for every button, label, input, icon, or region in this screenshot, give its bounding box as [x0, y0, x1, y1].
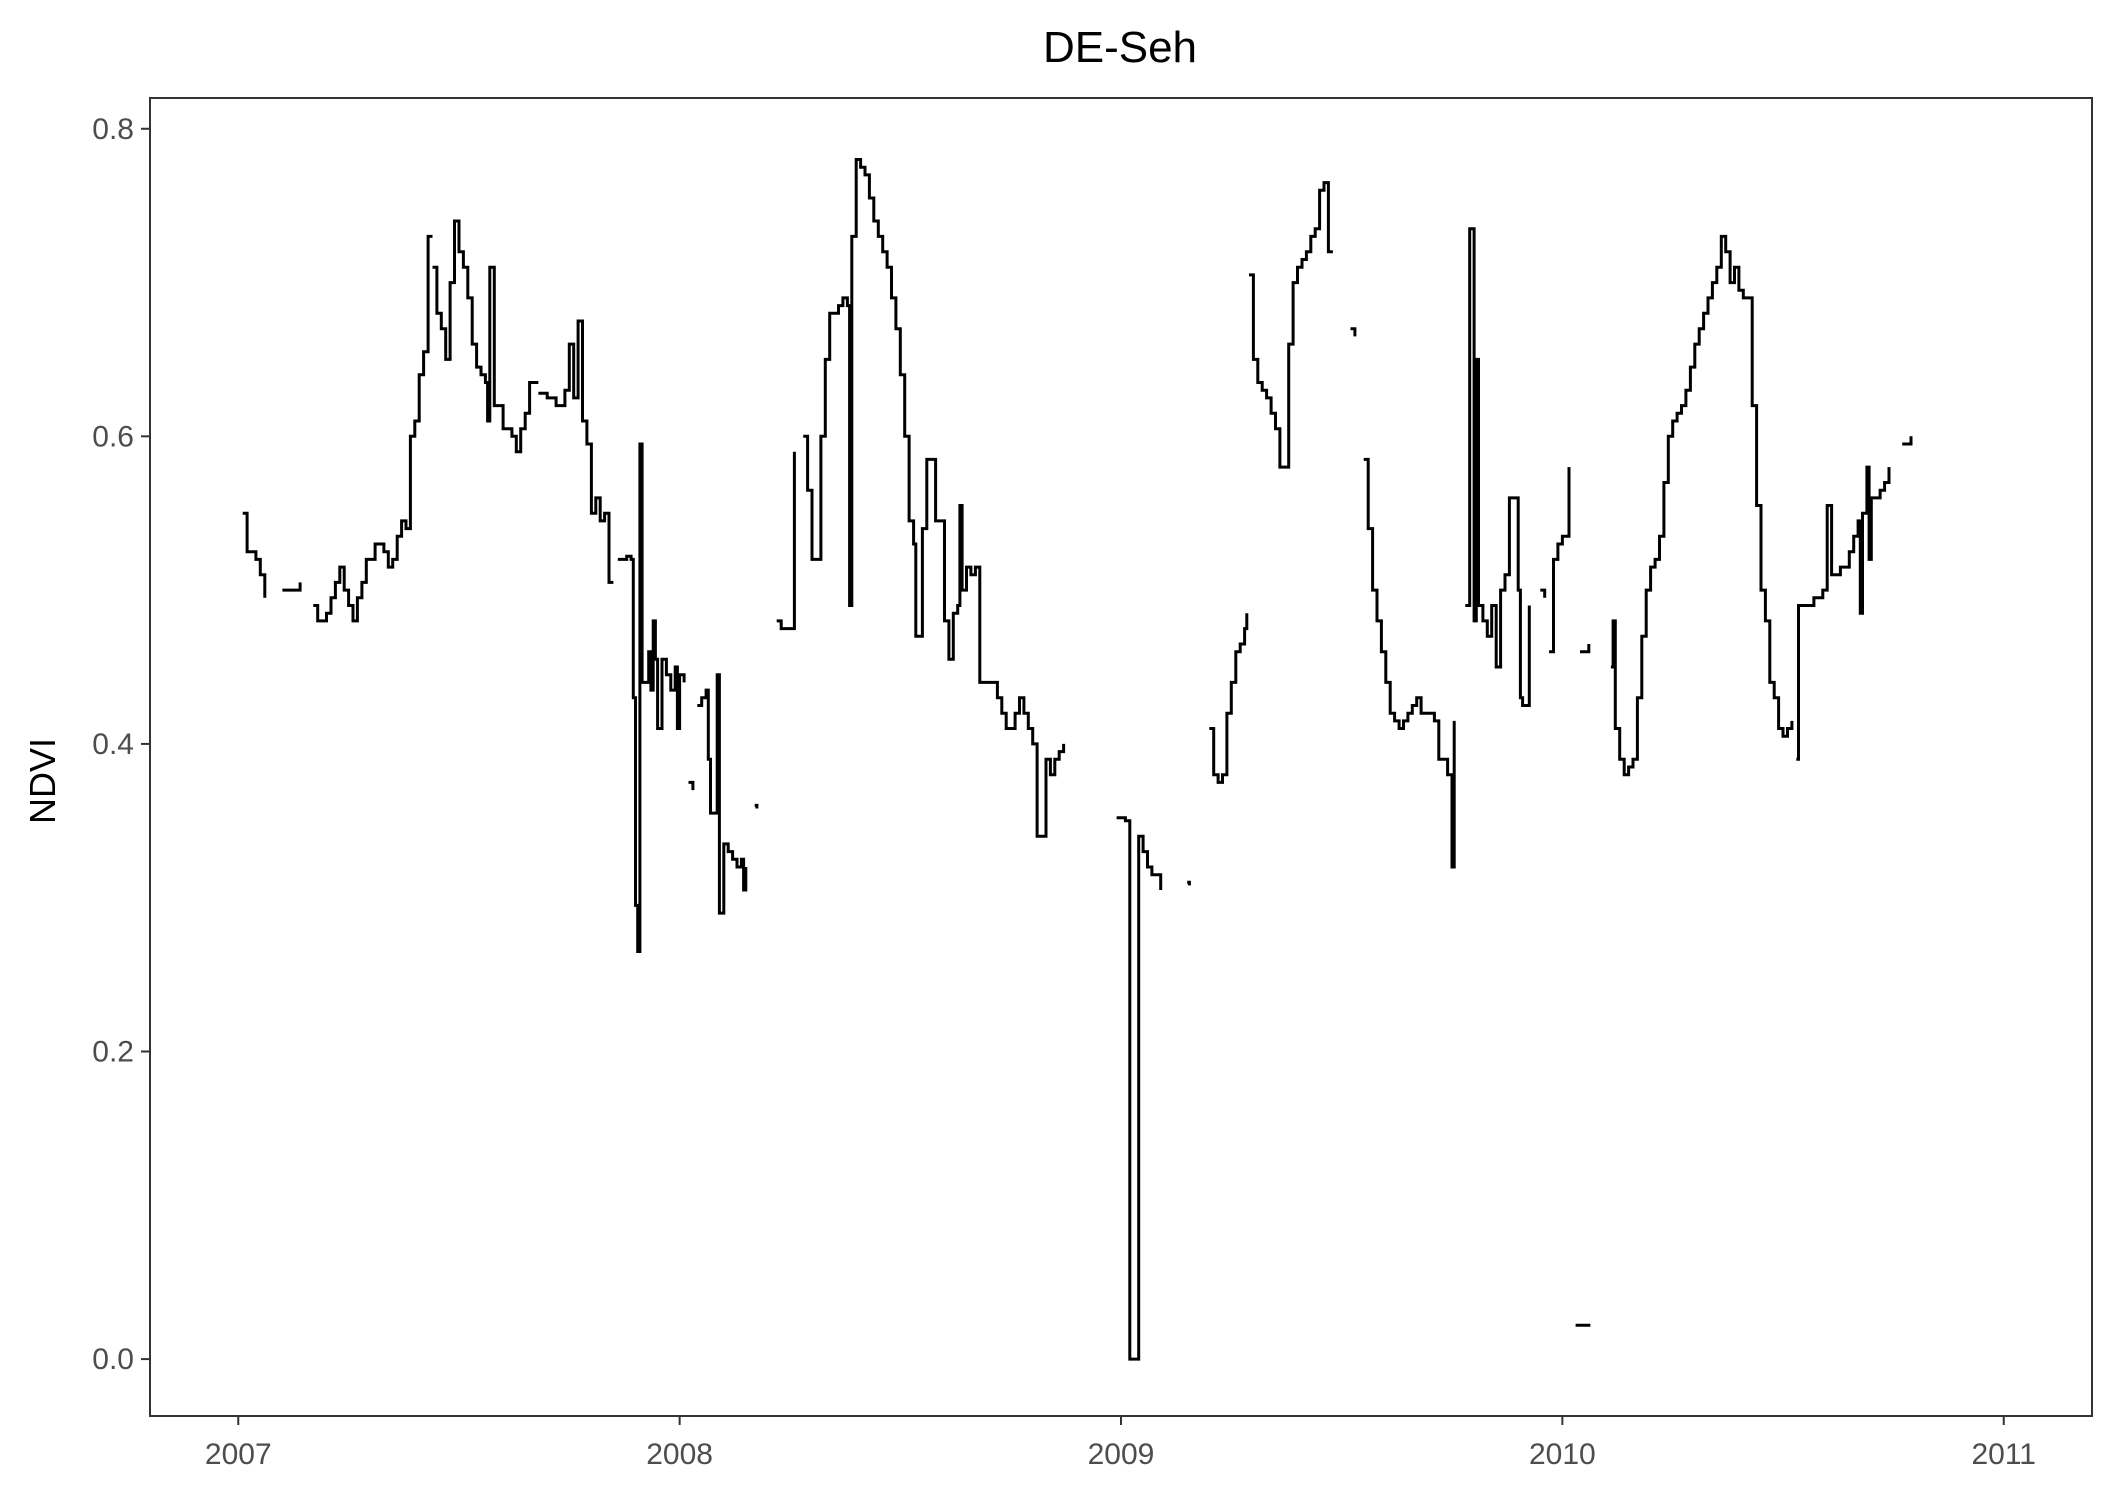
x-axis-ticks: 2007 2008 2009 2010 2011: [205, 1416, 2036, 1471]
ndvi-line-segment: [1350, 327, 1357, 337]
y-axis-title: NDVI: [22, 738, 63, 824]
y-tick-label: 0.0: [92, 1343, 134, 1376]
ndvi-line-segment: [1187, 880, 1191, 886]
ndvi-line-segment: [1575, 1323, 1591, 1327]
ndvi-line-segment: [697, 673, 748, 915]
ndvi-line-segment: [1902, 436, 1913, 446]
ndvi-line-segment: [617, 442, 686, 953]
plot-panel-border: [149, 97, 2093, 1417]
ndvi-line-segment: [538, 319, 614, 584]
ndvi-line-segment: [1580, 644, 1591, 654]
ndvi-line-segment: [1796, 465, 1891, 761]
ndvi-line-segment: [282, 582, 302, 592]
ndvi-line-segment: [776, 451, 796, 631]
x-tick-label: 2008: [646, 1438, 713, 1471]
x-tick-label: 2011: [1971, 1438, 2036, 1471]
x-tick-label: 2007: [205, 1438, 272, 1471]
ndvi-line-segment: [1363, 457, 1456, 869]
ndvi-line-segment: [1249, 181, 1333, 469]
ndvi-line-segment: [1540, 588, 1547, 598]
ndvi-line-segment: [754, 803, 759, 809]
ndvi-line-segment: [1610, 234, 1794, 777]
chart-title: DE-Seh: [1043, 23, 1197, 72]
ndvi-line-segment: [1116, 816, 1163, 1361]
y-axis-ticks: 0.0 0.2 0.4 0.6 0.8: [92, 113, 150, 1376]
y-tick-label: 0.2: [92, 1036, 134, 1069]
ndvi-line-segment: [1209, 613, 1249, 784]
y-tick-label: 0.8: [92, 113, 134, 146]
x-tick-label: 2010: [1529, 1438, 1596, 1471]
ndvi-line-segment: [688, 780, 695, 791]
y-tick-label: 0.4: [92, 728, 134, 761]
y-tick-label: 0.6: [92, 420, 134, 453]
ndvi-line-segment: [432, 219, 539, 454]
ndvi-series: [242, 158, 1913, 1361]
ndvi-line-segment: [242, 511, 267, 598]
ndvi-line-segment: [803, 158, 1066, 838]
ndvi-line-segment: [1549, 467, 1571, 654]
ndvi-line-segment: [1465, 227, 1531, 707]
x-tick-label: 2009: [1088, 1438, 1155, 1471]
ndvi-line-segment: [313, 234, 433, 623]
